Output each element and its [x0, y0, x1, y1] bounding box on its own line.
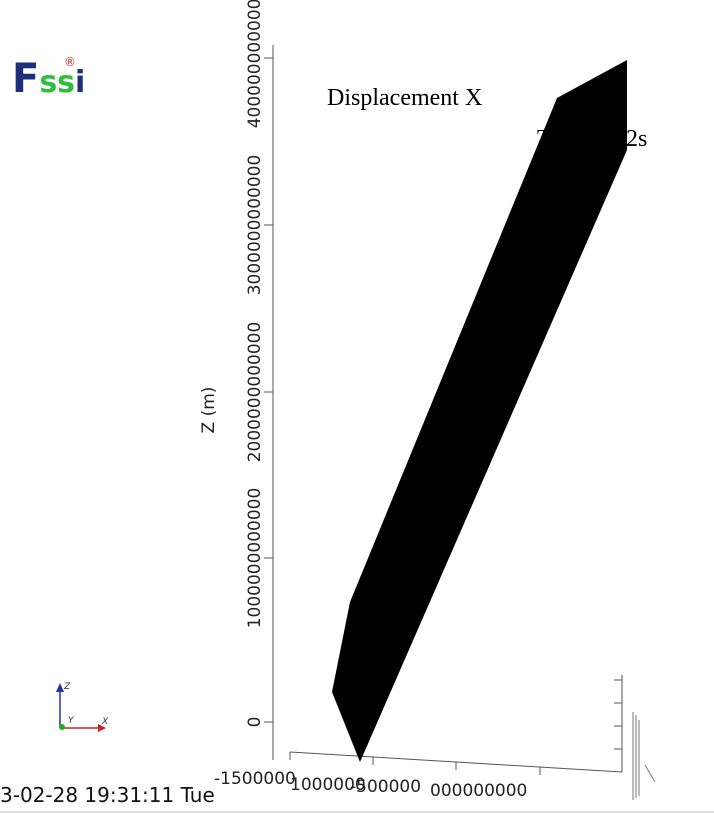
- z-axis-label: Z (m): [199, 387, 219, 434]
- triad-arrow: [56, 683, 64, 692]
- x-tick-label: 000000000: [430, 781, 527, 801]
- title: Displacement X: [327, 85, 482, 111]
- z-tick-label: 2000000000000: [245, 322, 265, 463]
- x-axis: [289, 675, 623, 775]
- triad-label: X: [101, 717, 109, 727]
- triad-label: Z: [63, 682, 71, 692]
- z-tick-label: 0: [245, 717, 265, 728]
- z-tick-label: 3000000000000: [245, 155, 265, 296]
- mesh-line: [644, 764, 656, 783]
- orientation-triad: Z Y X: [56, 682, 109, 732]
- logo-part: ss: [39, 65, 75, 100]
- timestamp: 3-02-28 19:31:11 Tue: [0, 783, 215, 807]
- logo-part: i: [75, 65, 85, 100]
- z-tick-label: 1000000000000: [245, 488, 265, 629]
- z-tick-labels: 0 1000000000000 2000000000000 3000000000…: [199, 0, 265, 727]
- z-axis: [264, 45, 274, 760]
- x-tick-label: -500000: [350, 777, 421, 797]
- x-tick-labels: -1500000 1000000 -500000 000000000: [214, 769, 527, 801]
- triad-arrow: [98, 724, 106, 732]
- mesh-detail: [632, 712, 656, 800]
- triad-y: [59, 724, 65, 730]
- x-tick-label: 1000000: [290, 775, 366, 795]
- z-tick-label: 4000000000000: [245, 0, 265, 128]
- x-tick-label: -1500000: [214, 769, 296, 789]
- logo: Fssi: [12, 56, 85, 102]
- logo-mark: ®: [64, 55, 76, 69]
- triad-label: Y: [68, 716, 75, 726]
- logo-part: F: [12, 56, 39, 102]
- geometry: [332, 60, 627, 762]
